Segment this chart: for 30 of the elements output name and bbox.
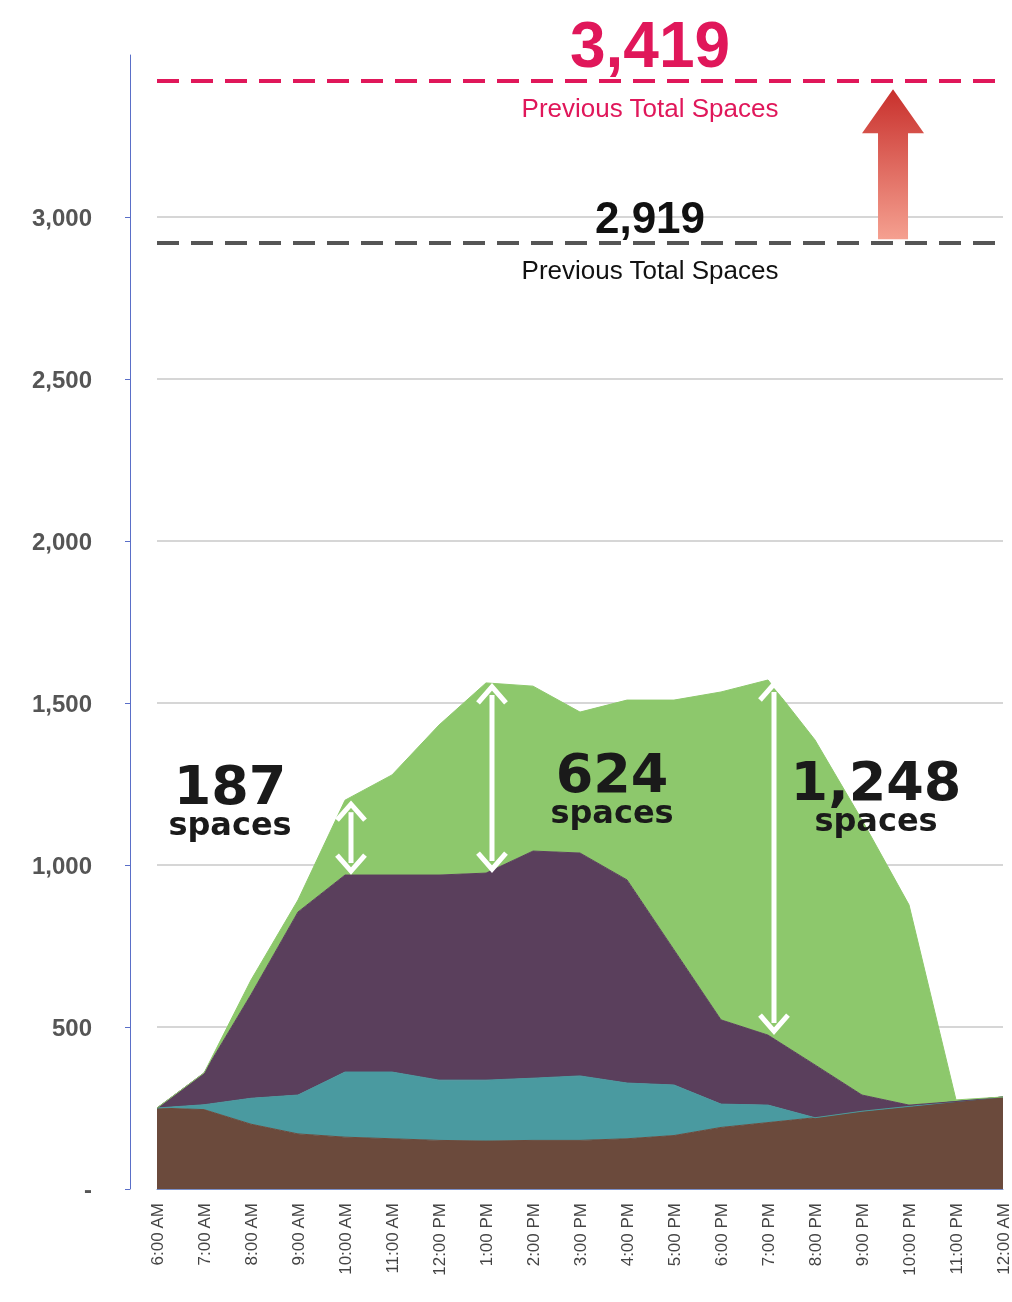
annotation: 624 spaces xyxy=(550,741,674,831)
x-tick-label: 9:00 PM xyxy=(852,1203,872,1267)
y-tick-label: 500 xyxy=(51,1013,92,1041)
x-tick-label: 7:00 AM xyxy=(194,1203,214,1266)
x-tick-label: 12:00 PM xyxy=(429,1203,449,1276)
x-tick-label: 11:00 PM xyxy=(946,1203,966,1275)
y-tick-label: 1,000 xyxy=(31,851,92,879)
x-tick-label: 5:00 PM xyxy=(664,1203,684,1267)
y-tick-label: 1,500 xyxy=(31,689,92,717)
y-tick-label: 3,000 xyxy=(31,203,92,231)
x-tick-label: 7:00 PM xyxy=(758,1203,778,1267)
y-tick-label: 2,000 xyxy=(31,527,92,555)
x-tick-label: 8:00 PM xyxy=(805,1203,825,1267)
x-tick-label: 10:00 AM xyxy=(335,1203,355,1275)
x-tick-label: 2:00 PM xyxy=(523,1203,543,1267)
ref-line-label: 2,919 Previous Total Spaces xyxy=(521,192,779,286)
ref-line-label: 3,419 Previous Total Spaces xyxy=(521,9,779,124)
x-tick-label: 12:00 AM xyxy=(993,1203,1012,1275)
y-tick-label: - xyxy=(84,1175,92,1203)
x-tick-label: 11:00 AM xyxy=(382,1203,402,1274)
x-tick-label: 1:00 PM xyxy=(476,1203,496,1267)
x-tick-label: 9:00 AM xyxy=(288,1203,308,1266)
x-tick-label: 6:00 PM xyxy=(711,1203,731,1267)
annotation: 187 spaces xyxy=(168,753,292,843)
x-tick-label: 10:00 PM xyxy=(899,1203,919,1276)
x-tick-label: 6:00 AM xyxy=(147,1203,167,1266)
y-tick-label: 2,500 xyxy=(31,365,92,393)
x-tick-label: 3:00 PM xyxy=(570,1203,590,1267)
x-tick-label: 4:00 PM xyxy=(617,1203,637,1267)
x-tick-label: 8:00 AM xyxy=(241,1203,261,1266)
